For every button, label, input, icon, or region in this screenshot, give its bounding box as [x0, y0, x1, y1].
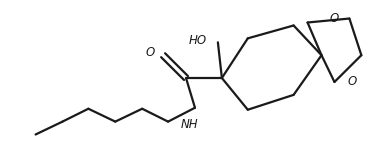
Text: NH: NH	[181, 118, 199, 131]
Text: O: O	[347, 76, 357, 88]
Text: HO: HO	[189, 34, 207, 47]
Text: O: O	[329, 12, 339, 25]
Text: O: O	[146, 46, 155, 59]
